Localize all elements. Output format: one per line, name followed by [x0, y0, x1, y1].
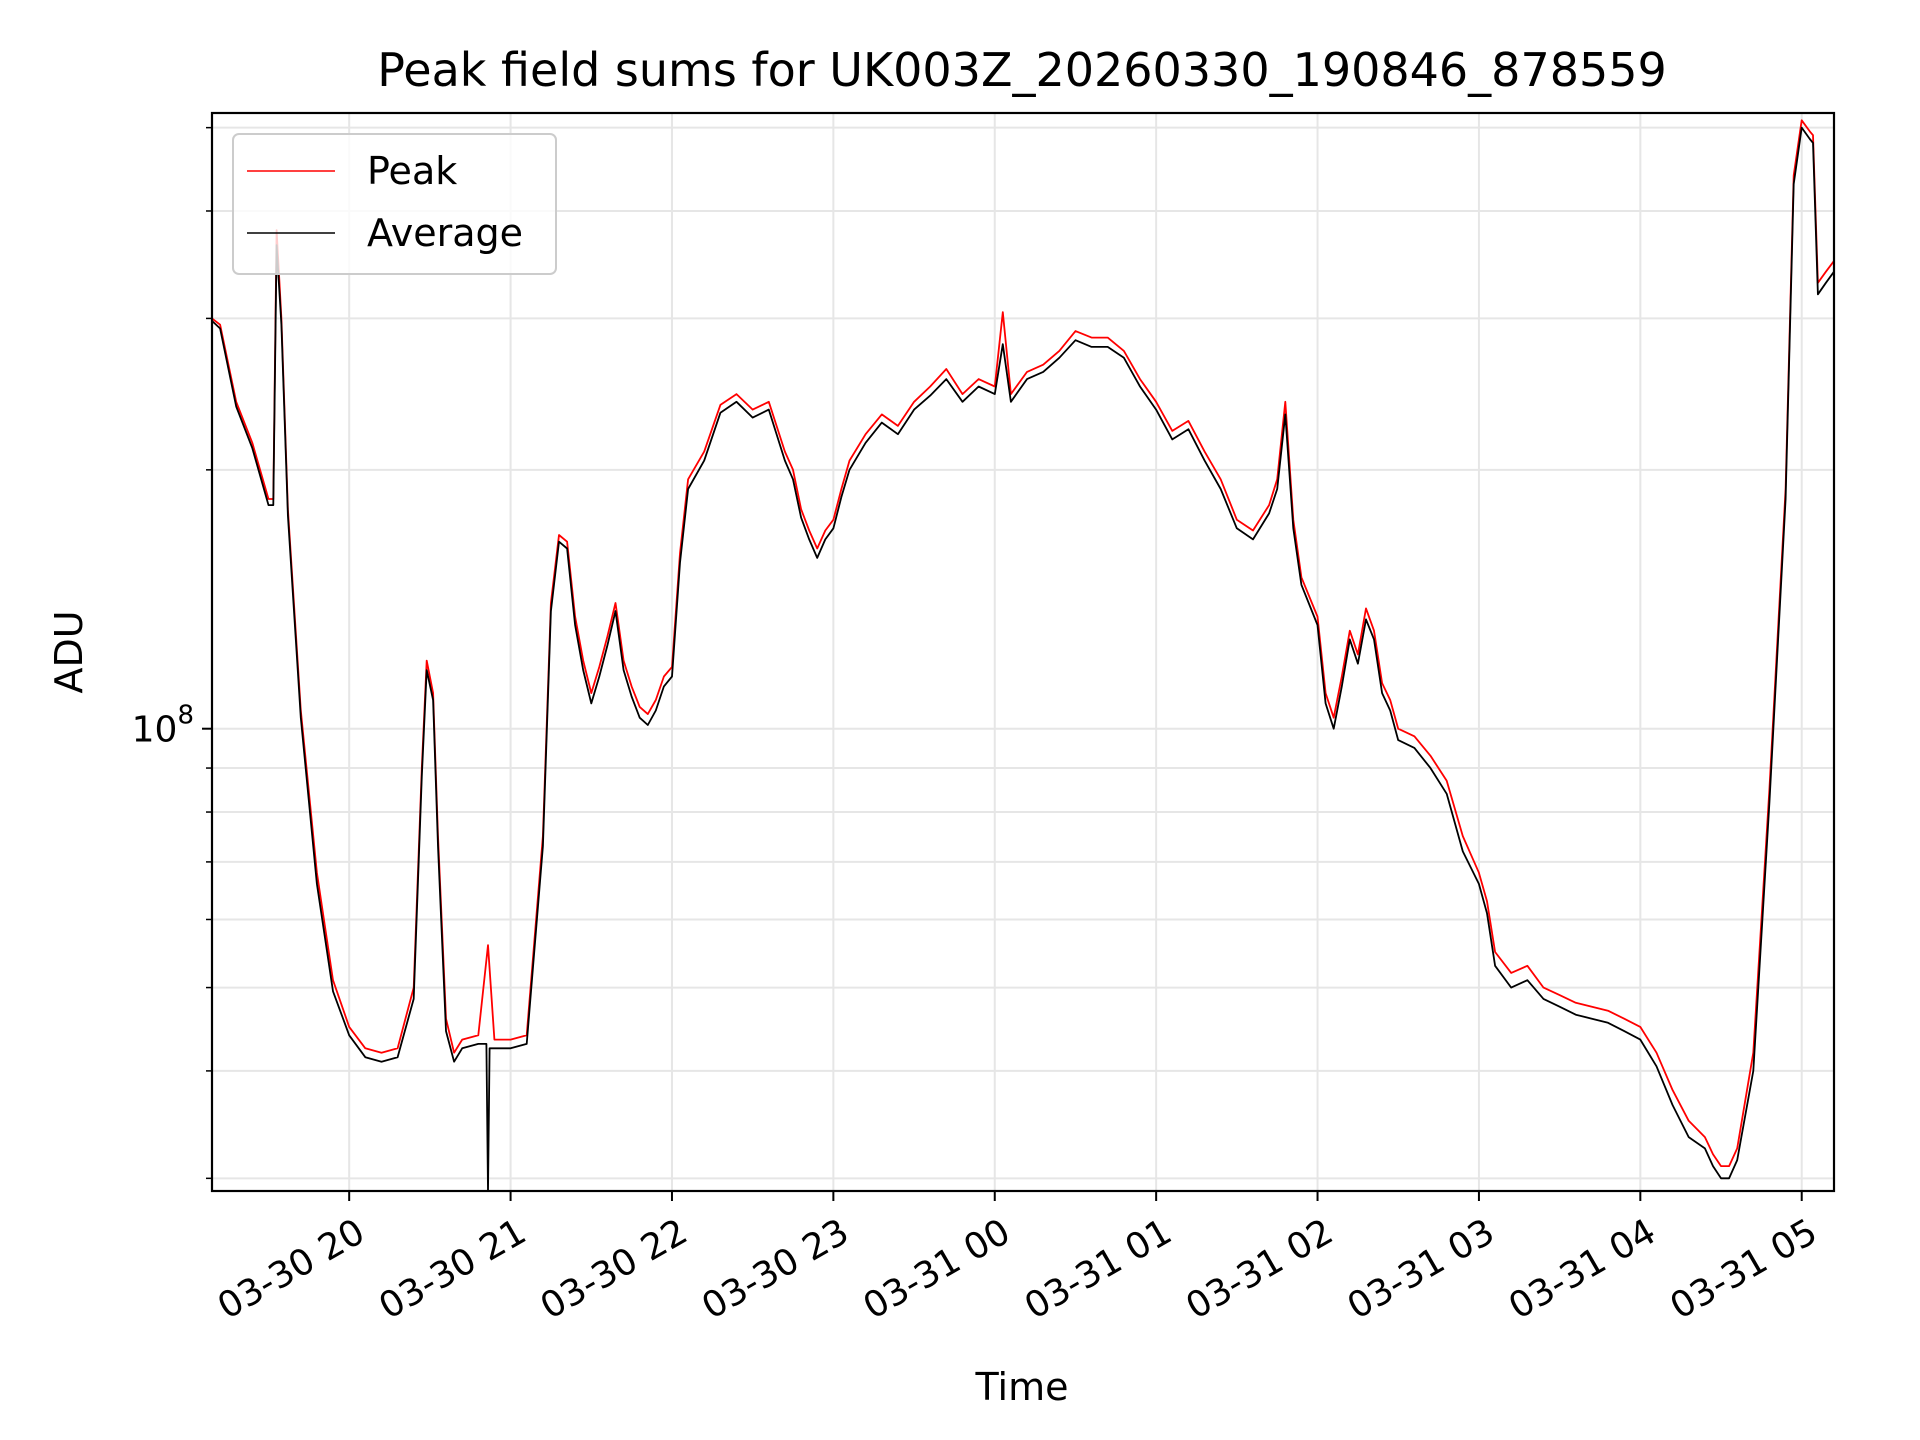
- legend-average-label: Average: [367, 211, 523, 255]
- chart-title: Peak field sums for UK003Z_20260330_1908…: [377, 43, 1667, 97]
- series-layer: [211, 119, 1835, 1192]
- x-axis-label: Time: [975, 1365, 1069, 1409]
- grid: [212, 113, 1834, 1191]
- legend-peak-label: Peak: [367, 149, 457, 193]
- legend-box: [232, 133, 557, 275]
- series-line-peak: [211, 119, 1835, 1167]
- y-tick-label: 108: [132, 701, 194, 751]
- series-line-average: [211, 126, 1835, 1192]
- y-axis: 108: [132, 126, 212, 1180]
- y-axis-label: ADU: [47, 610, 91, 693]
- legend: Peak Average: [232, 133, 557, 275]
- plot-frame: [210, 111, 1836, 1193]
